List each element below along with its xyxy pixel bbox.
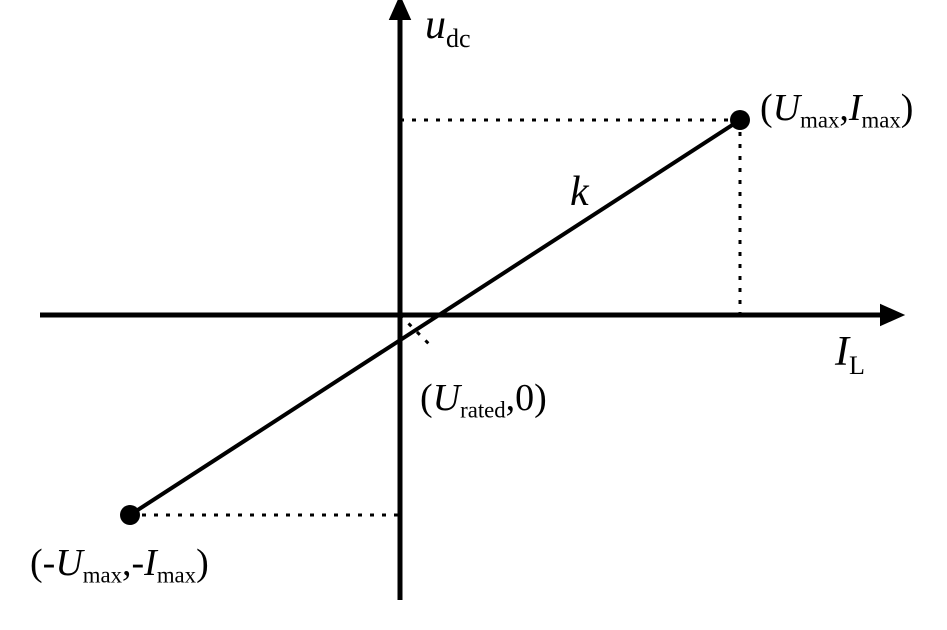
y-axis-arrow-icon	[389, 0, 412, 20]
droop-diagram: udc IL k (Urated,0) (Umax,Imax) (-Umax,-…	[0, 0, 947, 630]
x-axis-label: IL	[834, 329, 865, 380]
origin-point-label: (Urated,0)	[420, 377, 547, 423]
top-point-label: (Umax,Imax)	[760, 87, 913, 133]
x-axis-arrow-icon	[880, 304, 905, 327]
slope-label: k	[570, 169, 590, 215]
bottom-point-label: (-Umax,-Imax)	[30, 542, 209, 588]
point-bottom	[120, 505, 140, 525]
y-axis-label: udc	[425, 2, 471, 53]
point-top	[730, 110, 750, 130]
